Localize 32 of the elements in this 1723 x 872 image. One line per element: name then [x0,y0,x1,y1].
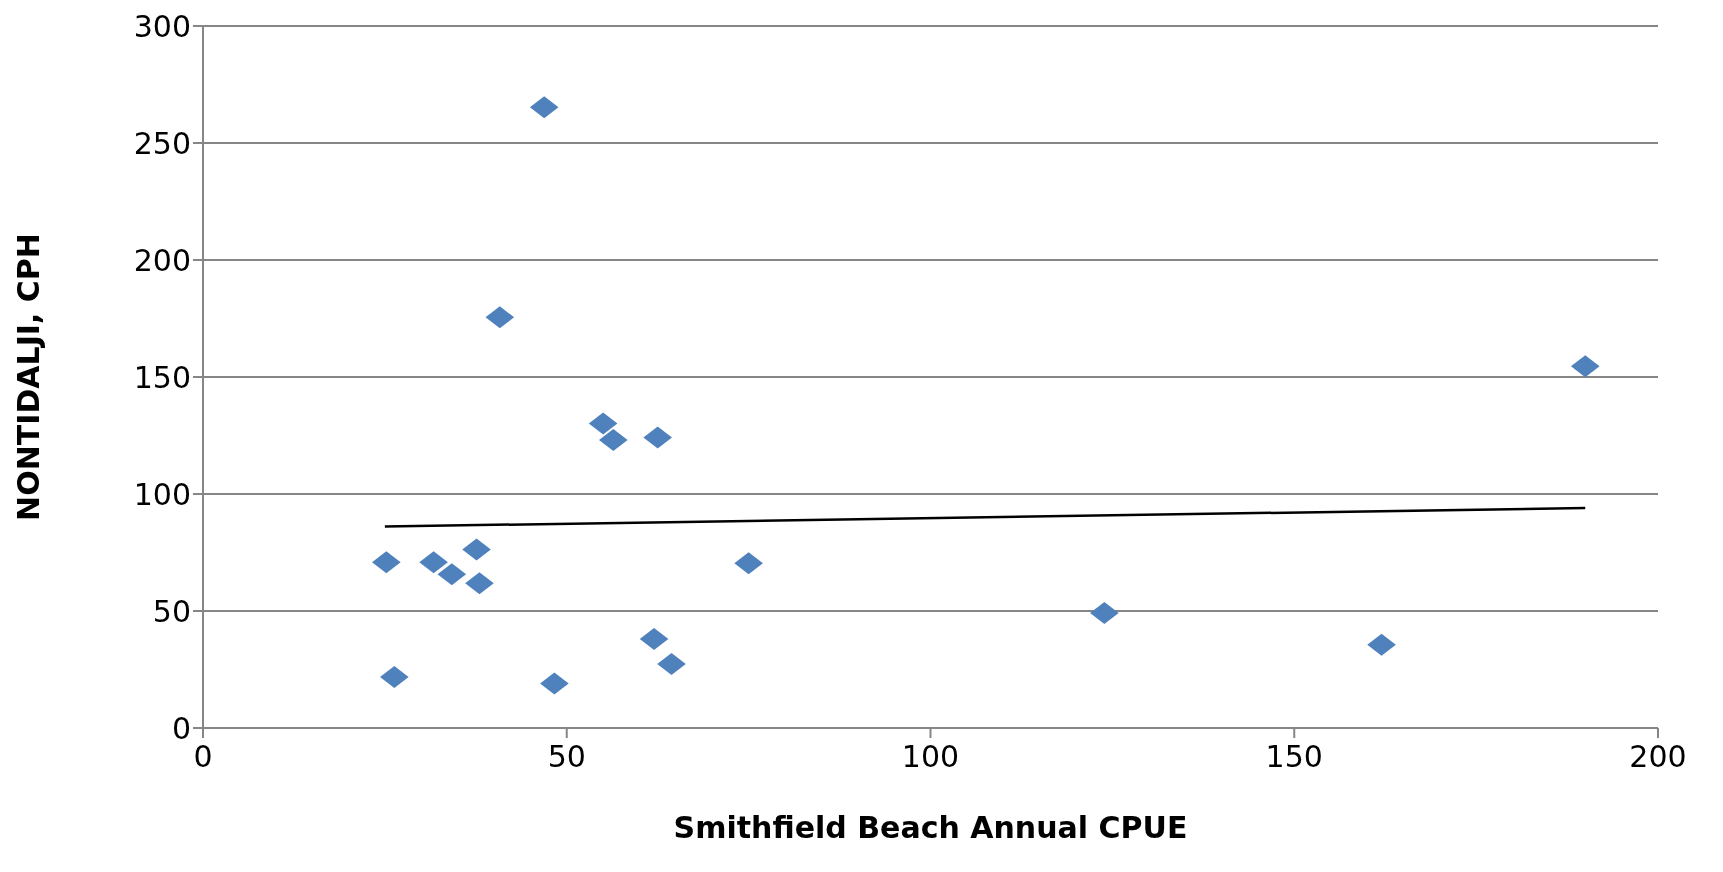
x-tick-label: 100 [901,739,960,775]
point [643,426,672,449]
point [529,96,559,119]
y-tick-label: 100 [133,476,191,512]
point [1570,355,1600,378]
point [380,665,409,688]
x-tick-label: 50 [547,739,586,775]
x-tick-label: 200 [1629,739,1687,775]
y-tick-label: 0 [171,710,191,746]
point [657,653,686,676]
point [462,538,491,561]
point [465,572,494,595]
y-tick-label: 150 [133,359,191,395]
point [419,551,448,574]
point [588,412,618,435]
point [1090,602,1119,625]
point [1367,633,1396,656]
y-tick-label: 250 [133,125,191,161]
point [639,628,669,651]
x-axis-title: Smithfield Beach Annual CPUE [673,810,1188,845]
y-tick-label: 300 [133,8,191,44]
point [734,552,763,575]
x-tick-label: 150 [1265,739,1323,775]
y-tick-label: 200 [133,242,191,278]
point [599,428,628,451]
y-tick-label: 50 [152,593,191,629]
y-axis-title: NONTIDALJI, CPH [10,233,46,521]
point [485,306,515,329]
point [372,551,401,574]
point [437,563,467,586]
point [540,672,569,695]
x-tick-label: 0 [193,739,213,775]
